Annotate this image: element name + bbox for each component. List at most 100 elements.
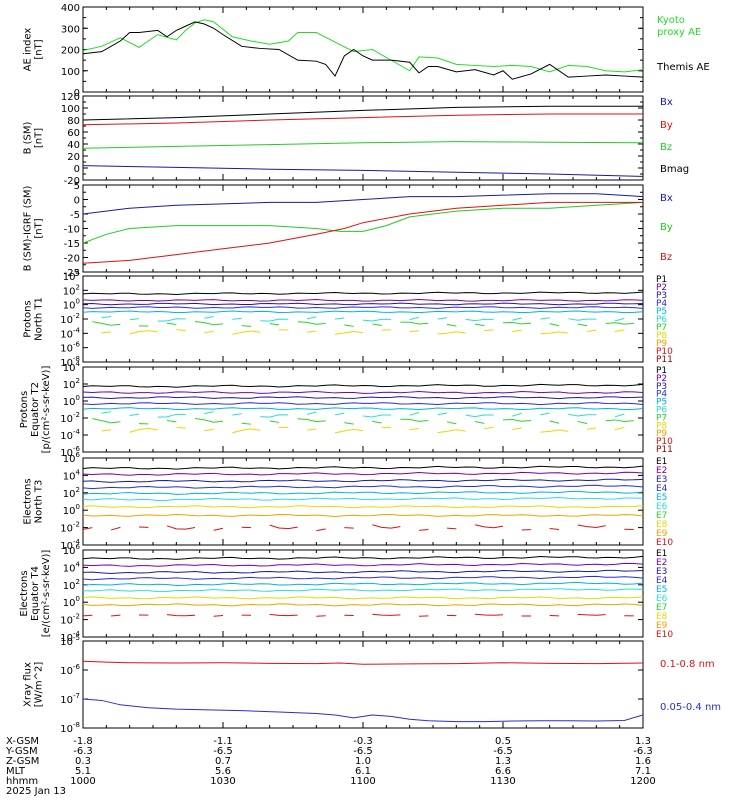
legend-item-e7: E7 <box>656 511 667 521</box>
y-tick-label: 100 <box>61 67 80 78</box>
legend-item-p6: P6 <box>656 406 667 416</box>
y-axis-label: Electrons <box>19 570 30 616</box>
series-line-p8 <box>334 428 364 434</box>
series-line-p6 <box>232 317 242 320</box>
y-tick-label: 10-2 <box>60 613 80 627</box>
y-tick-label: 106 <box>63 543 81 557</box>
legend-item-e9: E9 <box>656 621 668 631</box>
legend-item-e3: E3 <box>656 567 667 577</box>
series-line-p7 <box>344 324 354 327</box>
legend-item-p8: P8 <box>656 421 667 431</box>
series-line-p7 <box>194 417 224 423</box>
series-line-p8 <box>484 426 494 429</box>
series-line-p7 <box>549 420 560 424</box>
series-line-p6 <box>465 414 494 418</box>
legend-item-e8: E8 <box>656 520 668 530</box>
legend-item: proxy AE <box>657 27 701 38</box>
legend-item-e7: E7 <box>656 603 667 613</box>
series-line-p7 <box>372 420 382 424</box>
series-line-p8 <box>101 331 112 334</box>
series-line-e4 <box>83 575 643 581</box>
legend-item-e5: E5 <box>656 493 667 503</box>
series-line-p6 <box>157 318 186 322</box>
legend-item-p3: P3 <box>656 382 667 392</box>
legend-item-0-05-0-4-nm: 0.05-0.4 nm <box>660 702 721 713</box>
legend-item-p3: P3 <box>656 291 667 301</box>
legend-item-p5: P5 <box>656 307 667 317</box>
series-line-e8 <box>83 513 643 517</box>
y-tick-label: 300 <box>61 24 80 35</box>
series-line-e9 <box>446 527 457 530</box>
y-axis-label: [nT] <box>34 218 45 238</box>
series-line-e9 <box>372 613 401 616</box>
legend-item-p10: P10 <box>656 347 673 357</box>
ephemeris-value: 1130 <box>490 776 515 787</box>
ephemeris-value: 6.6 <box>495 766 511 777</box>
series-line-p6 <box>306 411 317 415</box>
series-line-e9 <box>83 614 93 617</box>
legend-item: Kyoto <box>657 15 685 26</box>
panel-frame <box>82 549 644 638</box>
y-axis-label: Xray flux <box>23 662 34 707</box>
series-line-p8 <box>409 330 420 333</box>
panel-frame <box>82 6 644 93</box>
y-tick-label: 10-4 <box>60 538 80 552</box>
series-line-0-05-0-4-nm <box>83 698 643 723</box>
ephemeris-value: 0.7 <box>215 756 231 767</box>
plot-area <box>83 555 643 617</box>
y-axis-label: North T3 <box>34 480 45 524</box>
plot-area <box>83 465 643 532</box>
series-line-e9 <box>83 527 93 530</box>
legend-item-bz: Bz <box>660 142 672 153</box>
series-line-p8 <box>512 329 522 333</box>
legend-item-p11: P11 <box>656 445 673 455</box>
series-line-p6 <box>465 318 494 322</box>
y-tick-label: 100 <box>61 104 80 115</box>
series-line-p8 <box>176 426 186 429</box>
series-line-e2 <box>83 471 643 476</box>
ephemeris-value: -0.3 <box>353 736 373 747</box>
series-line-p7 <box>502 419 532 422</box>
y-axis-label: Protons <box>19 391 30 428</box>
ephemeris-value: -6.5 <box>353 746 373 757</box>
series-line-e9 <box>474 524 504 529</box>
legend-item-p7: P7 <box>656 323 667 333</box>
y-tick-label: -20 <box>64 176 80 187</box>
y-tick-label: -25 <box>64 268 80 279</box>
legend-item-p11: P11 <box>656 355 673 365</box>
series-line-themis-ae <box>83 21 643 80</box>
series-line-p7 <box>400 321 429 325</box>
series-line-p8 <box>204 428 214 432</box>
series-line-e9 <box>577 524 606 528</box>
y-tick-label: 104 <box>63 269 81 283</box>
series-line-p6 <box>512 412 522 417</box>
legend-item-p9: P9 <box>656 429 667 439</box>
legend-item-e9: E9 <box>656 529 668 539</box>
y-axis-label: [p/(cm²-s-sr-keV)] <box>41 366 52 454</box>
plot-area <box>83 19 643 80</box>
ephemeris-value: 1100 <box>350 776 375 787</box>
legend-item-e5: E5 <box>656 585 667 595</box>
legend-item-e2: E2 <box>656 466 667 476</box>
series-line-p8 <box>232 428 261 434</box>
series-line-p6 <box>568 413 597 417</box>
series-line-p6 <box>540 412 550 416</box>
series-line-p8 <box>101 429 112 432</box>
y-tick-label: 10-8 <box>60 721 80 735</box>
y-tick-label: 10-6 <box>60 445 80 459</box>
series-line-p8 <box>586 329 597 332</box>
series-line-p1 <box>83 383 643 388</box>
legend-item-bx: Bx <box>660 97 673 108</box>
ephemeris-value: 0.3 <box>75 756 91 767</box>
series-line-p7 <box>344 422 354 425</box>
ephemeris-table: X-GSM -1.8 -1.1 -0.3 0.5 1.3 Y-GSM -6.3 -6.5 -6.5… <box>5 736 656 797</box>
legend-item-bz: Bz <box>660 252 672 263</box>
date-label: 2025 Jan 13 <box>6 786 66 797</box>
series-line-bz <box>83 201 643 264</box>
ephemeris-value: -1.1 <box>213 736 233 747</box>
legend-item-p1: P1 <box>656 366 667 376</box>
y-tick-label: 10-2 <box>60 411 80 425</box>
